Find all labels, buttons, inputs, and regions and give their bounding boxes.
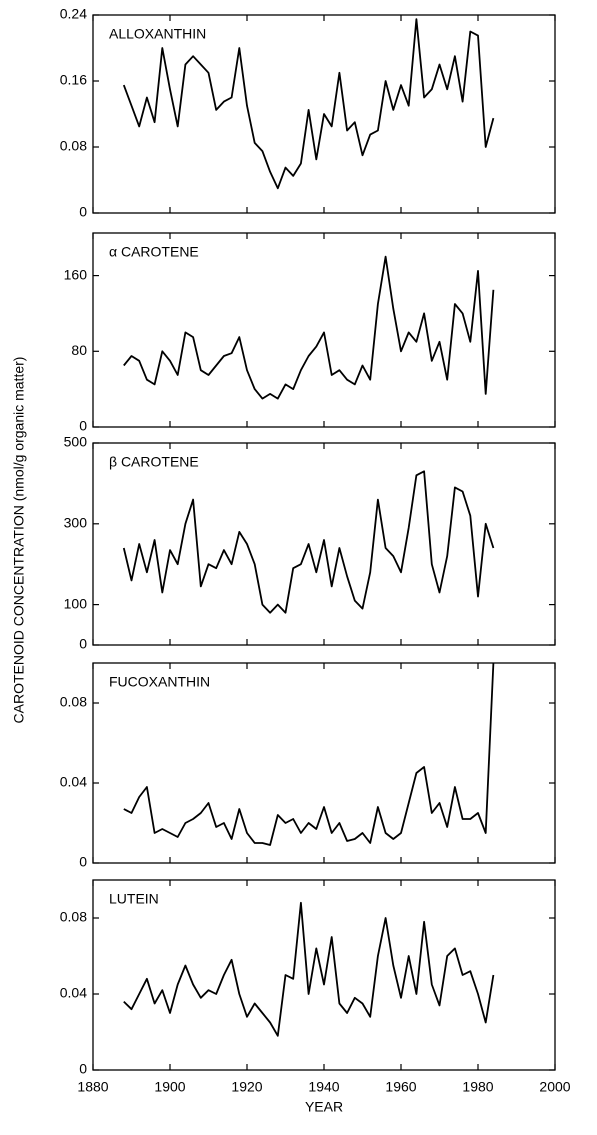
- data-line: [122, 18, 495, 190]
- y-tick-label: 0.08: [60, 909, 87, 925]
- x-tick-label: 1940: [308, 1079, 339, 1095]
- data-line: [123, 901, 495, 1037]
- panel-title: LUTEIN: [109, 891, 159, 907]
- y-tick-label: 80: [71, 342, 87, 358]
- x-tick-label: 1920: [231, 1079, 262, 1095]
- x-tick-label: 1900: [154, 1079, 185, 1095]
- y-tick-label: 500: [64, 434, 88, 450]
- x-tick-label: 1980: [462, 1079, 493, 1095]
- x-tick-label: 2000: [539, 1079, 570, 1095]
- y-tick-label: 0: [79, 1061, 87, 1077]
- plot-frame: [92, 232, 556, 428]
- data-line: [123, 255, 495, 400]
- panel-title: FUCOXANTHIN: [109, 674, 210, 690]
- y-tick-label: 0.04: [60, 985, 87, 1001]
- y-tick-label: 0: [79, 636, 87, 652]
- x-axis-label: YEAR: [305, 1099, 343, 1115]
- x-tick-label: 1960: [385, 1079, 416, 1095]
- panel-title: ALLOXANTHIN: [109, 26, 206, 42]
- y-axis-label: CAROTENOID CONCENTRATION (nmol/g organic…: [11, 357, 27, 724]
- y-tick-label: 0: [79, 204, 87, 220]
- panel-title: α CAROTENE: [109, 244, 199, 260]
- y-tick-label: 0.08: [60, 694, 87, 710]
- x-tick-label: 1880: [77, 1079, 108, 1095]
- y-tick-label: 0.08: [60, 138, 87, 154]
- y-tick-label: 0.24: [60, 6, 87, 22]
- y-tick-label: 0.16: [60, 72, 87, 88]
- y-tick-label: 0: [79, 418, 87, 434]
- y-tick-label: 0.04: [60, 774, 87, 790]
- data-line: [122, 470, 495, 614]
- y-tick-label: 100: [64, 595, 88, 611]
- y-tick-label: 160: [64, 266, 88, 282]
- plot-frame: [92, 879, 556, 1071]
- panel-title: β CAROTENE: [109, 454, 199, 470]
- y-tick-label: 300: [64, 515, 88, 531]
- y-tick-label: 0: [79, 854, 87, 870]
- data-line: [123, 662, 495, 846]
